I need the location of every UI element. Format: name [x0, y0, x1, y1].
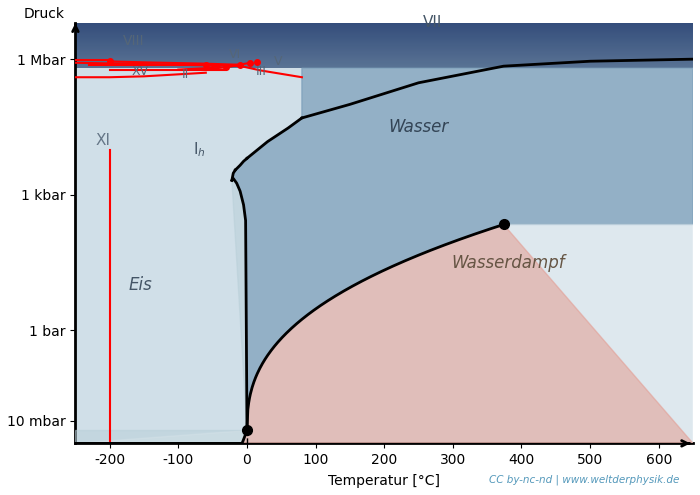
Text: Druck: Druck [24, 7, 65, 21]
Bar [76, 38, 693, 39]
Bar [76, 54, 693, 56]
Bar [76, 56, 693, 57]
Polygon shape [232, 68, 693, 431]
Polygon shape [76, 225, 693, 444]
Text: VII: VII [423, 15, 442, 31]
Bar [76, 65, 693, 66]
Text: VI: VI [229, 48, 241, 61]
Bar [76, 64, 693, 65]
Text: V: V [274, 55, 282, 68]
Text: CC by-nc-nd | www.weltderphysik.de: CC by-nc-nd | www.weltderphysik.de [489, 475, 679, 485]
Bar [76, 30, 693, 31]
Bar [76, 29, 693, 30]
Bar [76, 34, 693, 36]
Bar [76, 46, 693, 47]
Bar [76, 37, 693, 38]
Text: XI: XI [95, 133, 111, 148]
Bar [76, 41, 693, 42]
Bar [76, 59, 693, 60]
Bar [76, 61, 693, 62]
Bar [76, 36, 693, 37]
Bar [76, 67, 693, 68]
Bar [76, 58, 693, 59]
Bar [76, 23, 693, 24]
Bar [76, 44, 693, 45]
Bar [76, 33, 693, 34]
Text: Eis: Eis [129, 276, 153, 294]
Bar [76, 49, 693, 50]
Text: Wasserdampf: Wasserdampf [451, 253, 565, 272]
Text: XV: XV [132, 65, 149, 78]
Bar [76, 50, 693, 51]
Bar [76, 32, 693, 33]
X-axis label: Temperatur [°C]: Temperatur [°C] [328, 474, 440, 488]
Text: III: III [256, 65, 266, 78]
Bar [76, 28, 693, 29]
Text: Wasser: Wasser [389, 118, 449, 136]
Bar [76, 51, 693, 52]
Bar [76, 42, 693, 44]
Bar [76, 25, 693, 26]
Bar [76, 39, 693, 40]
Bar [76, 26, 693, 28]
Bar [76, 40, 693, 41]
Polygon shape [76, 178, 247, 444]
Polygon shape [76, 225, 693, 444]
Bar [76, 24, 693, 25]
Text: VIII: VIII [123, 34, 144, 48]
Text: II: II [181, 68, 189, 82]
Bar [76, 66, 693, 67]
Bar [76, 47, 693, 48]
Bar [76, 60, 693, 61]
Bar [76, 48, 693, 49]
Bar [76, 62, 693, 64]
Bar [76, 53, 693, 54]
Bar [76, 31, 693, 32]
Bar [76, 52, 693, 53]
Text: I$_h$: I$_h$ [193, 140, 205, 159]
Bar [76, 57, 693, 58]
Bar [76, 45, 693, 46]
